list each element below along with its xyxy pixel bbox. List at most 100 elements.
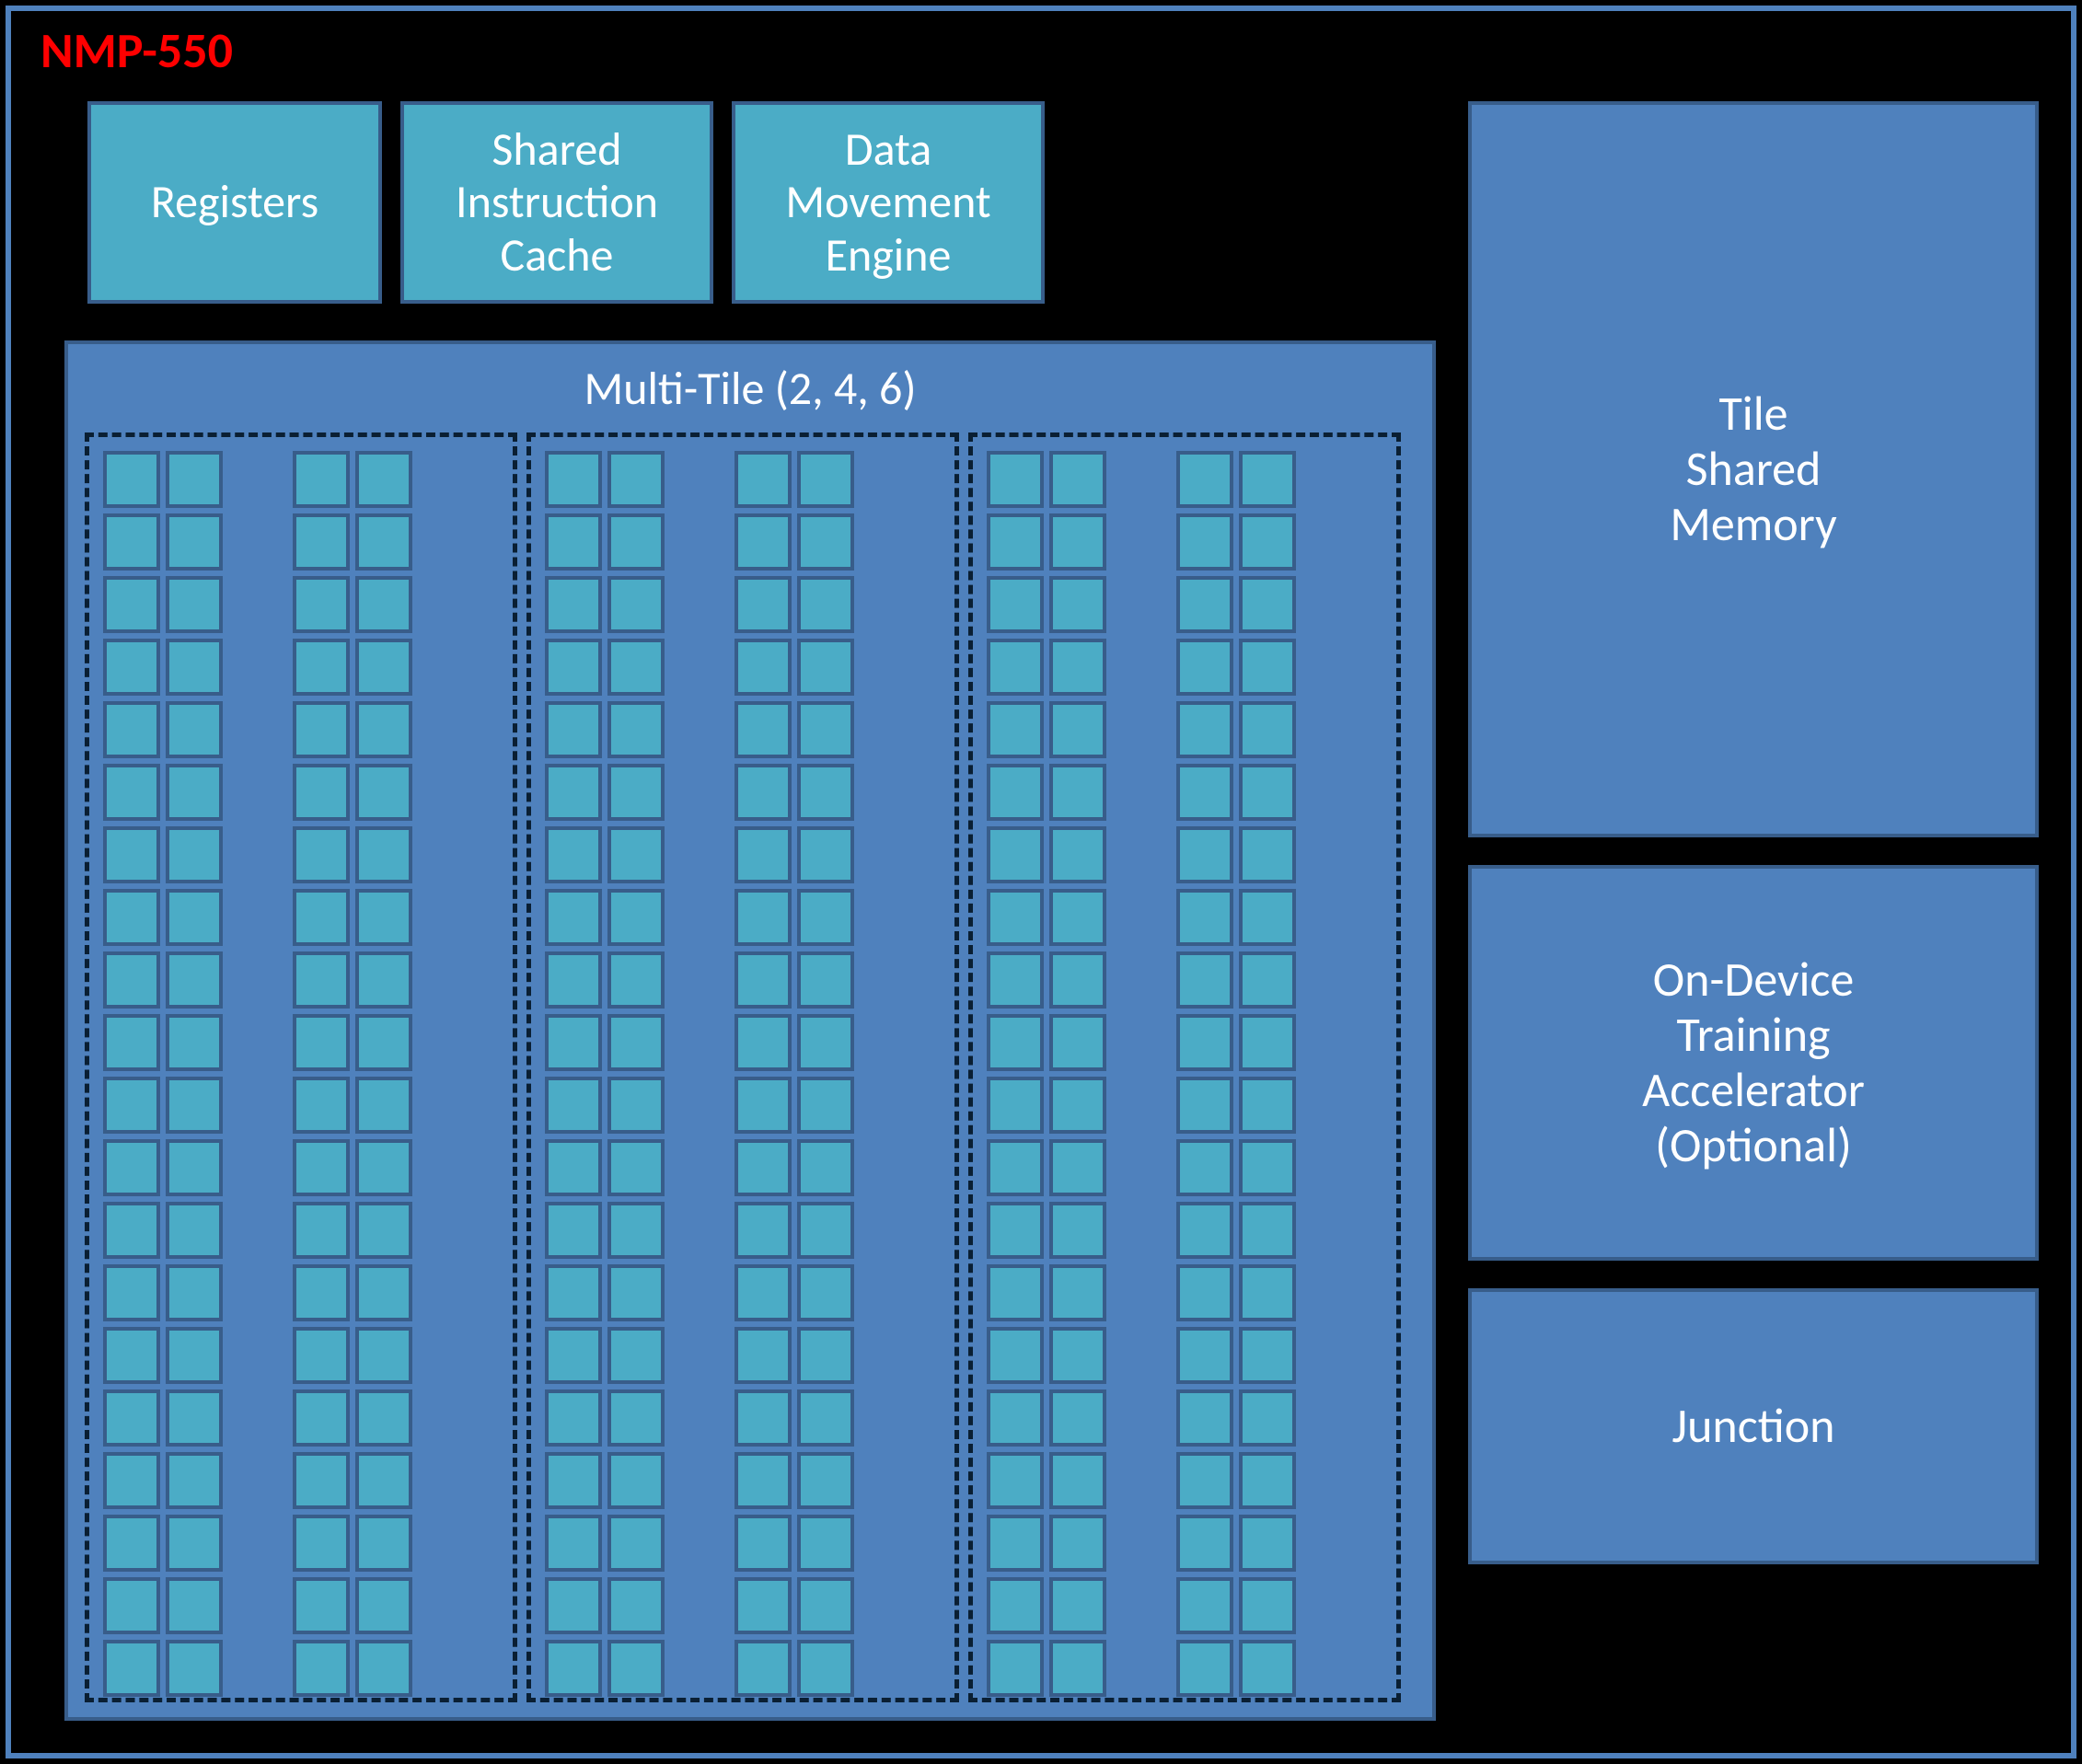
pe-cell [797,1077,854,1134]
pe-cell [607,451,665,508]
pe-cell [607,1139,665,1196]
pe-cell [797,1139,854,1196]
pe-cell [545,1389,602,1447]
pe-cell [293,764,350,821]
pe-cell [1049,1077,1106,1134]
pe-cell [103,451,160,508]
pe-cell [797,513,854,571]
pe-cell [607,1640,665,1697]
pe-cell [987,576,1044,633]
pe-cell [293,701,350,758]
pe-cell [1049,951,1106,1009]
pe-cell [355,951,412,1009]
pe-cell [797,1327,854,1384]
pe-cell [293,1452,350,1509]
pe-cell [166,451,223,508]
pe-cell [1239,513,1296,571]
pe-cell [1049,889,1106,946]
pe-cell [545,764,602,821]
pe-cell [1239,1014,1296,1071]
pe-cell [545,1264,602,1321]
pe-cell [607,639,665,696]
pe-cell [734,951,792,1009]
pe-cell [355,1264,412,1321]
pe-cell [293,826,350,883]
pe-cell [355,1577,412,1634]
pe-cell [1176,1452,1233,1509]
pe-cell [103,1452,160,1509]
pe-cell [545,639,602,696]
pe-cell [103,513,160,571]
pe-cell [607,1077,665,1134]
pe-cell [987,1640,1044,1697]
pe-cell [607,1577,665,1634]
pe-cell [1239,1577,1296,1634]
pe-cell [1176,1577,1233,1634]
pe-cell [545,1515,602,1572]
pe-cell [797,639,854,696]
pe-column [166,451,223,1697]
pe-cell [987,1327,1044,1384]
pe-cell [1049,826,1106,883]
pe-cell [1049,1139,1106,1196]
pe-cell [293,1389,350,1447]
pe-cell [1049,1389,1106,1447]
pe-cell [734,1264,792,1321]
pe-cell [293,951,350,1009]
pe-cell [607,1327,665,1384]
pe-cell [734,826,792,883]
pe-cell [103,1577,160,1634]
pe-cell [1049,1640,1106,1697]
pe-cell [1239,1389,1296,1447]
pe-cell [797,1202,854,1259]
pe-cell [545,1327,602,1384]
pe-cell [987,513,1044,571]
pe-cell [1176,764,1233,821]
pe-cell [545,826,602,883]
pe-cell [293,889,350,946]
pe-cell [1239,889,1296,946]
pe-cell [1239,826,1296,883]
pe-cell [1049,1452,1106,1509]
pe-column [1049,451,1106,1697]
pe-cell [797,826,854,883]
pe-cell [166,1077,223,1134]
pe-cell [987,639,1044,696]
pe-cell [166,1202,223,1259]
pe-cell [607,1264,665,1321]
pe-cell [797,701,854,758]
pe-cell [1049,1577,1106,1634]
pe-cell [607,1389,665,1447]
pe-column [355,451,412,1697]
pe-cell [355,1139,412,1196]
pe-cell [1049,1202,1106,1259]
pe-cell [1176,1515,1233,1572]
pe-cell [987,451,1044,508]
pe-cell [1049,1014,1106,1071]
pe-cell [103,764,160,821]
block-junc: Junction [1468,1288,2039,1564]
pe-cell [545,1577,602,1634]
pe-cell [734,451,792,508]
pe-cell [545,1139,602,1196]
pe-cell [987,1515,1044,1572]
pe-cell [545,1640,602,1697]
pe-cell [797,1452,854,1509]
pe-cell [734,1577,792,1634]
pe-cell [1176,1327,1233,1384]
pe-cell [103,826,160,883]
pe-cell [103,576,160,633]
pe-cell [545,576,602,633]
pe-cell [166,1389,223,1447]
pe-cell [166,701,223,758]
pe-column [103,451,160,1697]
pe-column [1239,451,1296,1697]
pe-cell [355,639,412,696]
pe-cell [1239,1327,1296,1384]
pe-cell [166,1577,223,1634]
pe-cell [545,1452,602,1509]
pe-cell [103,639,160,696]
pe-cell [797,1577,854,1634]
block-sic: Shared Instruction Cache [400,101,713,304]
pe-cell [987,1389,1044,1447]
